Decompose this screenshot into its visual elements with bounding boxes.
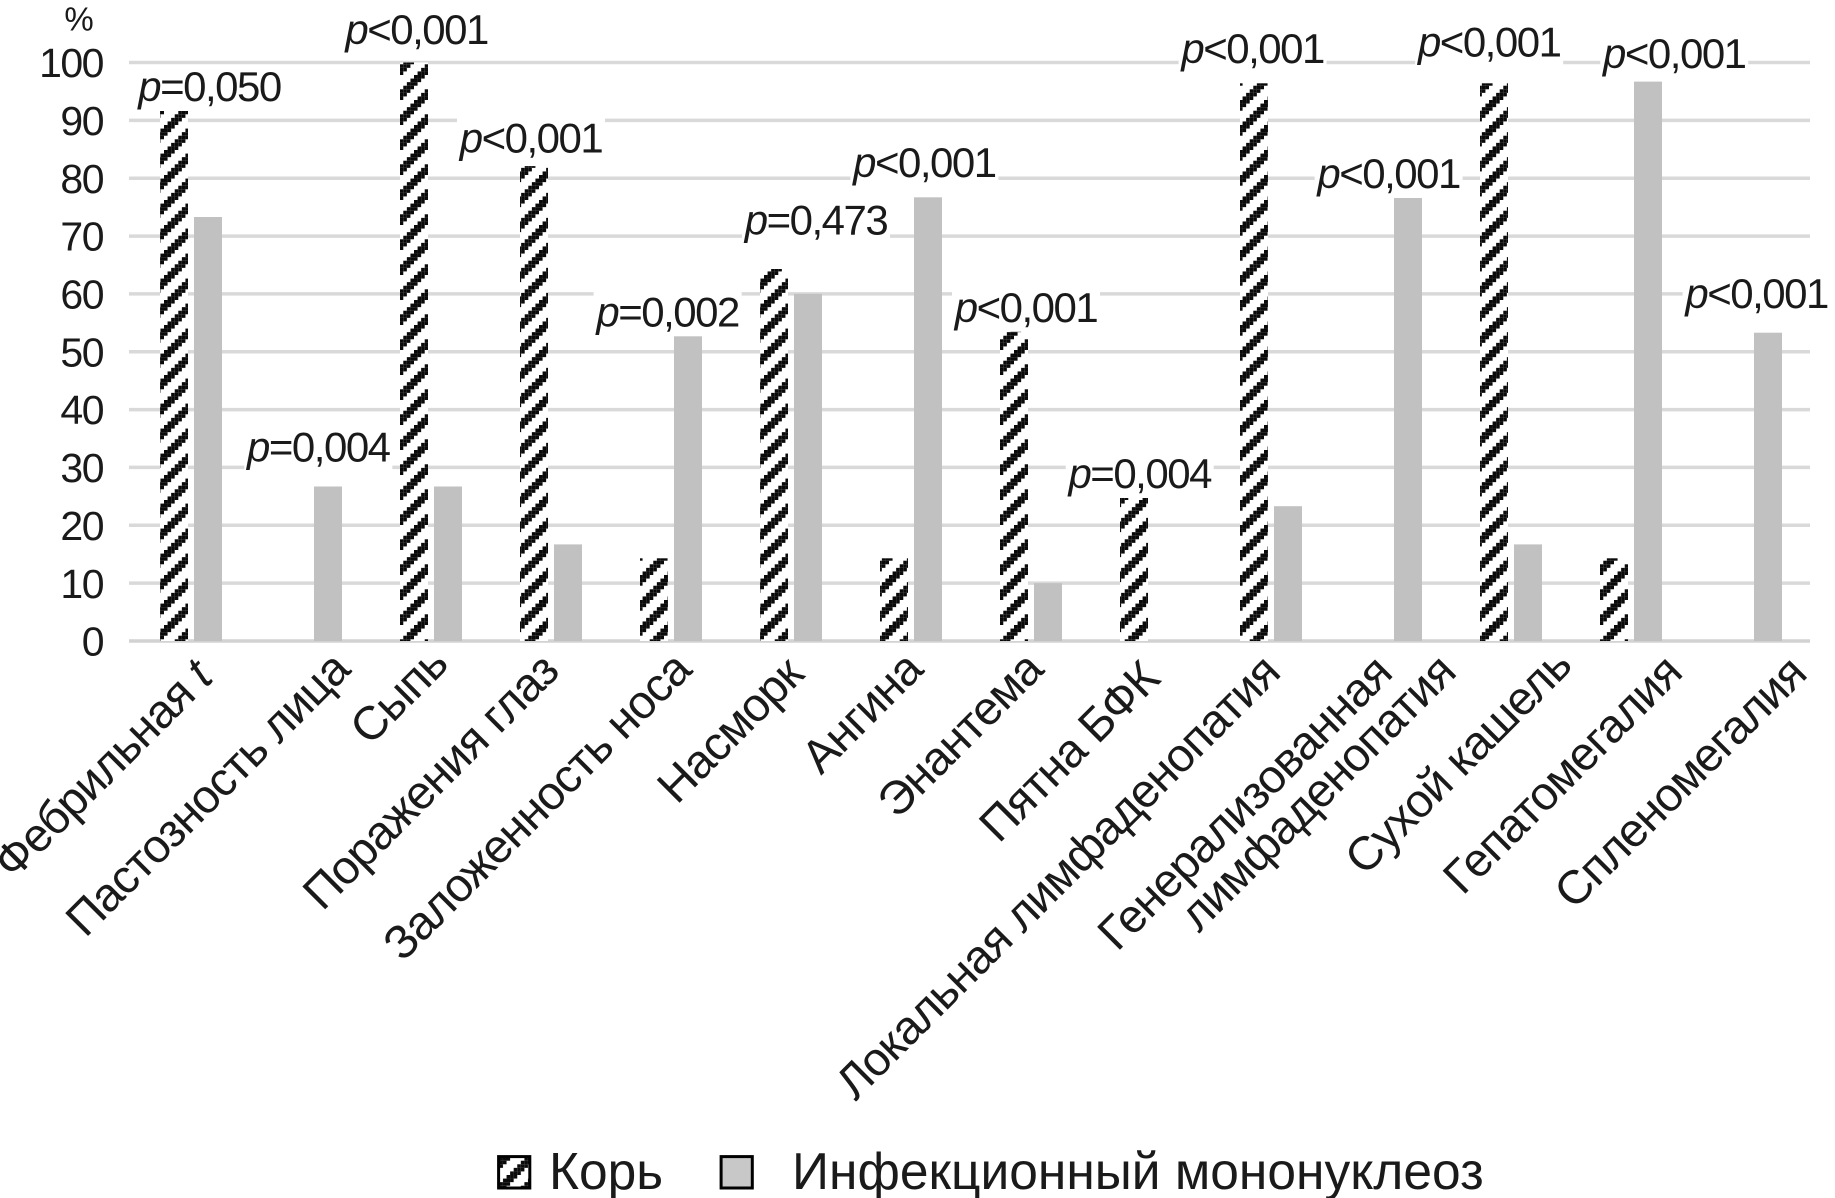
svg-text:%: % [64,1,93,38]
svg-text:p<0,001: p<0,001 [343,6,488,53]
svg-text:80: 80 [60,156,103,202]
svg-text:p<0,001: p<0,001 [1179,25,1324,72]
svg-text:p=0,004: p=0,004 [1066,450,1212,497]
svg-text:30: 30 [60,445,103,491]
svg-text:70: 70 [60,214,103,260]
svg-text:90: 90 [60,98,103,144]
svg-text:10: 10 [60,561,103,607]
svg-text:20: 20 [60,503,103,549]
svg-text:p=0,002: p=0,002 [594,288,739,335]
svg-text:60: 60 [60,272,103,318]
svg-text:Корь: Корь [549,1142,663,1198]
svg-text:p<0,001: p<0,001 [1416,18,1561,65]
svg-text:p<0,001: p<0,001 [953,284,1098,331]
svg-text:p<0,001: p<0,001 [458,115,603,162]
svg-text:Инфекционный мононуклеоз: Инфекционный мононуклеоз [792,1142,1484,1198]
svg-text:p<0,001: p<0,001 [1683,270,1828,317]
svg-text:p=0,473: p=0,473 [743,197,888,244]
svg-text:p<0,001: p<0,001 [1601,30,1746,77]
svg-text:p<0,001: p<0,001 [1315,150,1460,197]
svg-text:100: 100 [39,40,104,86]
svg-text:p=0,004: p=0,004 [245,423,391,470]
svg-text:50: 50 [60,329,103,375]
svg-text:0: 0 [82,619,104,665]
svg-text:40: 40 [60,387,103,433]
svg-text:p=0,050: p=0,050 [136,63,281,110]
svg-text:p<0,001: p<0,001 [851,139,996,186]
